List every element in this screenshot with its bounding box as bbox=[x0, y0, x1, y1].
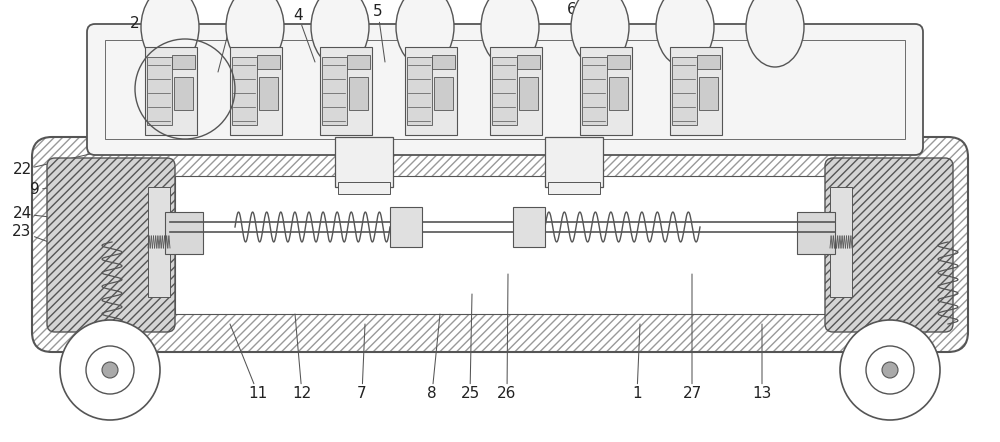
Bar bbox=[517, 55, 540, 69]
Ellipse shape bbox=[396, 0, 454, 67]
Bar bbox=[230, 47, 282, 135]
Ellipse shape bbox=[746, 0, 804, 67]
Bar bbox=[697, 55, 720, 69]
Text: 14: 14 bbox=[110, 367, 130, 422]
Bar bbox=[322, 57, 347, 125]
Bar bbox=[335, 137, 393, 187]
Bar bbox=[699, 77, 718, 110]
FancyBboxPatch shape bbox=[87, 24, 923, 155]
Bar bbox=[147, 57, 172, 125]
Ellipse shape bbox=[656, 0, 714, 67]
Bar bbox=[105, 40, 905, 139]
Bar bbox=[259, 77, 278, 110]
Bar bbox=[338, 182, 390, 194]
Bar bbox=[513, 207, 545, 247]
Text: 1: 1 bbox=[632, 324, 642, 401]
Bar bbox=[490, 47, 542, 135]
Text: 11: 11 bbox=[230, 324, 268, 401]
Text: 8: 8 bbox=[427, 314, 440, 401]
Circle shape bbox=[102, 362, 118, 378]
Bar bbox=[405, 47, 457, 135]
Bar bbox=[670, 47, 722, 135]
Bar bbox=[607, 55, 630, 69]
Circle shape bbox=[86, 346, 134, 394]
Text: 23: 23 bbox=[12, 225, 115, 267]
Text: 4: 4 bbox=[293, 8, 315, 62]
Bar bbox=[609, 77, 628, 110]
Bar bbox=[175, 176, 825, 314]
Bar bbox=[347, 55, 370, 69]
Bar bbox=[172, 55, 195, 69]
Bar bbox=[320, 47, 372, 135]
Ellipse shape bbox=[311, 0, 369, 67]
Circle shape bbox=[840, 320, 940, 420]
Bar bbox=[148, 187, 170, 297]
Text: 24: 24 bbox=[12, 206, 145, 227]
Text: 6: 6 bbox=[567, 3, 610, 62]
Bar bbox=[797, 212, 835, 254]
Text: 5: 5 bbox=[373, 4, 385, 62]
Text: 25: 25 bbox=[460, 294, 480, 401]
Circle shape bbox=[882, 362, 898, 378]
Bar bbox=[174, 77, 193, 110]
Text: 27: 27 bbox=[682, 274, 702, 401]
Bar bbox=[580, 47, 632, 135]
Bar bbox=[672, 57, 697, 125]
Text: 26: 26 bbox=[497, 274, 517, 401]
FancyBboxPatch shape bbox=[47, 158, 175, 332]
Text: 13: 13 bbox=[752, 324, 772, 401]
Bar bbox=[165, 212, 203, 254]
Bar bbox=[432, 55, 455, 69]
Bar bbox=[830, 187, 852, 297]
Bar bbox=[349, 77, 368, 110]
Bar bbox=[492, 57, 517, 125]
Ellipse shape bbox=[226, 0, 284, 67]
FancyBboxPatch shape bbox=[825, 158, 953, 332]
Bar bbox=[582, 57, 607, 125]
Bar bbox=[145, 47, 197, 135]
Text: 22: 22 bbox=[12, 154, 90, 178]
Text: 9: 9 bbox=[30, 180, 100, 198]
Bar bbox=[548, 182, 600, 194]
Text: 12: 12 bbox=[292, 314, 312, 401]
Ellipse shape bbox=[141, 0, 199, 67]
Circle shape bbox=[866, 346, 914, 394]
Bar bbox=[407, 57, 432, 125]
Bar bbox=[257, 55, 280, 69]
Text: A: A bbox=[218, 11, 237, 72]
Bar bbox=[232, 57, 257, 125]
Bar bbox=[545, 137, 603, 187]
Text: 3: 3 bbox=[187, 11, 197, 64]
Text: 2: 2 bbox=[130, 16, 165, 62]
Bar bbox=[434, 77, 453, 110]
Bar bbox=[390, 207, 422, 247]
Circle shape bbox=[60, 320, 160, 420]
Ellipse shape bbox=[481, 0, 539, 67]
Bar bbox=[519, 77, 538, 110]
Text: 7: 7 bbox=[357, 324, 367, 401]
Ellipse shape bbox=[571, 0, 629, 67]
